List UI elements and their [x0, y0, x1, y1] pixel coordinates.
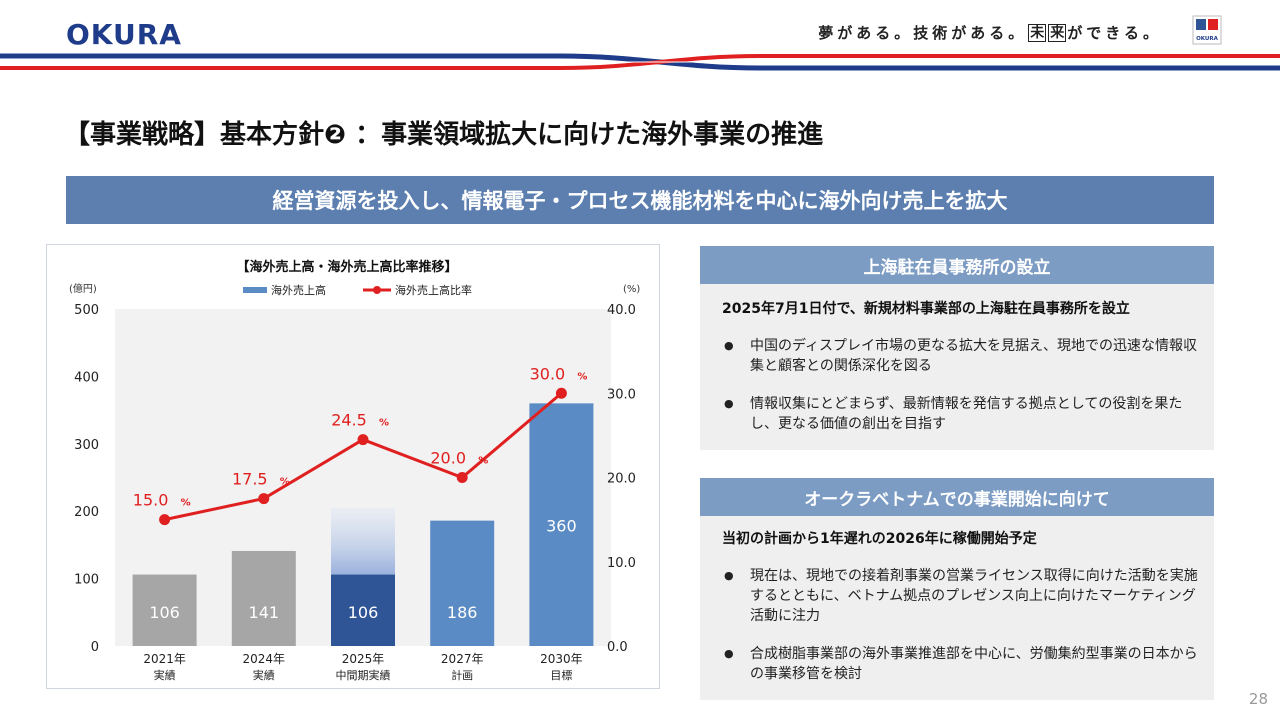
shanghai-office-heading: 上海駐在員事務所の設立 — [700, 246, 1214, 284]
tagline-boxed-char-1: 未 — [1028, 23, 1047, 42]
ratio-unit-label: % — [379, 418, 389, 429]
bar — [430, 520, 495, 646]
bar-value-label: 141 — [249, 603, 280, 622]
x-axis-category-sublabel: 目標 — [550, 668, 572, 682]
ratio-point — [555, 387, 567, 399]
ratio-unit-label: % — [577, 371, 587, 382]
overseas-sales-chart: 【海外売上高・海外売上高比率推移】 (億円) (%) 海外売上高 海外売上高比率 0 100… — [69, 259, 640, 682]
legend-swatch-bar — [243, 287, 267, 293]
right-axis-unit: (%) — [623, 284, 640, 295]
bullet-item: 中国のディスプレイ市場の更なる拡大を見据え、現地での迅速な情報収集と顧客との関係… — [724, 336, 1204, 376]
tagline-part-1: 夢がある。技術がある。 — [818, 24, 1028, 42]
ratio-value-label: 15.0 — [133, 491, 169, 510]
left-axis-tick-label: 400 — [74, 370, 99, 385]
legend-swatch-marker — [373, 286, 381, 294]
left-axis-tick-label: 500 — [74, 303, 99, 318]
bar — [231, 550, 296, 646]
x-axis-category-label: 2030年 — [540, 652, 583, 666]
page-title: 【事業戦略】基本方針❷ ：事業領域拡大に向けた海外事業の推進 — [64, 120, 824, 150]
chart-title: 【海外売上高・海外売上高比率推移】 — [236, 259, 457, 275]
x-axis-category-label: 2025年 — [342, 652, 385, 666]
x-axis-category-sublabel: 実績 — [253, 668, 275, 682]
right-axis-tick-label: 40.0 — [607, 303, 636, 318]
ratio-value-label: 30.0 — [530, 364, 566, 383]
ratio-value-label: 17.5 — [232, 470, 268, 489]
ratio-value-label: 20.0 — [430, 449, 466, 468]
brand-mark-text: OKURA — [1196, 36, 1219, 42]
right-axis-tick-label: 20.0 — [607, 472, 636, 487]
bar-value-label: 106 — [348, 603, 379, 622]
x-axis-category-label: 2021年 — [143, 652, 186, 666]
okura-vietnam-heading: オークラベトナムでの事業開始に向けて — [700, 478, 1214, 516]
ratio-unit-label: % — [280, 477, 290, 488]
bullet-item: 現在は、現地での接着剤事業の営業ライセンス取得に向けた活動を実施するとともに、ベ… — [724, 566, 1204, 626]
header-stripes — [0, 53, 1280, 71]
shanghai-office-lead: 2025年7月1日付で、新規材料事業部の上海駐在員事務所を設立 — [722, 301, 1130, 317]
legend-label: 海外売上高比率 — [395, 283, 472, 297]
corporate-tagline: 夢がある。技術がある。 未 来 ができる。 — [818, 22, 1162, 43]
okura-vietnam-panel: オークラベトナムでの事業開始に向けて 当初の計画から1年遅れの2026年に稼働開… — [700, 478, 1214, 700]
tagline-boxed-char-2: 来 — [1048, 23, 1067, 42]
tagline-part-2: ができる。 — [1067, 24, 1162, 42]
brand-mark-icon: OKURA — [1192, 15, 1222, 45]
bar-value-label: 186 — [447, 603, 478, 622]
bar-value-label: 360 — [546, 516, 577, 535]
bar-projection-extension — [331, 507, 395, 575]
left-axis-tick-label: 0 — [91, 640, 99, 655]
chart-panel: 【海外売上高・海外売上高比率推移】 (億円) (%) 海外売上高 海外売上高比率 0 100… — [46, 244, 660, 689]
strategy-banner: 経営資源を投入し、情報電子・プロセス機能材料を中心に海外向け売上を拡大 — [66, 176, 1214, 224]
right-axis-tick-label: 0.0 — [607, 640, 628, 655]
ratio-point — [456, 472, 468, 483]
bar — [331, 574, 395, 646]
ratio-unit-label: % — [181, 498, 191, 509]
okura-vietnam-bullets: 現在は、現地での接着剤事業の営業ライセンス取得に向けた活動を実施するとともに、ベ… — [700, 566, 1214, 684]
right-axis-tick-label: 30.0 — [607, 387, 636, 402]
x-axis-category-label: 2024年 — [243, 652, 286, 666]
okura-vietnam-lead: 当初の計画から1年遅れの2026年に稼働開始予定 — [722, 531, 1037, 547]
page-number: 28 — [1248, 690, 1268, 708]
left-axis-tick-label: 200 — [74, 505, 99, 520]
ratio-point — [258, 493, 270, 505]
left-axis-tick-label: 100 — [74, 573, 99, 588]
x-axis-category-label: 2027年 — [441, 652, 484, 666]
x-axis-category-sublabel: 実績 — [154, 668, 176, 682]
bullet-item: 合成樹脂事業部の海外事業推進部を中心に、労働集約型事業の日本からの事業移管を検討 — [724, 644, 1204, 684]
bar-value-label: 106 — [149, 603, 180, 622]
okura-logo: OKURA — [66, 18, 182, 51]
x-axis-category-sublabel: 計画 — [451, 668, 473, 682]
bullet-item: 情報収集にとどまらず、最新情報を発信する拠点としての役割を果たし、更なる価値の創… — [724, 394, 1204, 434]
ratio-value-label: 24.5 — [331, 411, 367, 430]
ratio-point — [357, 434, 369, 446]
left-axis-tick-label: 300 — [74, 438, 99, 453]
legend-label: 海外売上高 — [271, 283, 326, 297]
bar — [529, 403, 594, 646]
right-axis-tick-label: 10.0 — [607, 556, 636, 571]
shanghai-office-panel: 上海駐在員事務所の設立 2025年7月1日付で、新規材料事業部の上海駐在員事務所… — [700, 246, 1214, 450]
bar — [132, 574, 197, 646]
left-axis-unit: (億円) — [69, 282, 97, 295]
x-axis-category-sublabel: 中間期実績 — [336, 668, 391, 682]
ratio-unit-label: % — [478, 456, 488, 467]
ratio-point — [159, 514, 171, 526]
shanghai-office-bullets: 中国のディスプレイ市場の更なる拡大を見据え、現地での迅速な情報収集と顧客との関係… — [700, 336, 1214, 434]
